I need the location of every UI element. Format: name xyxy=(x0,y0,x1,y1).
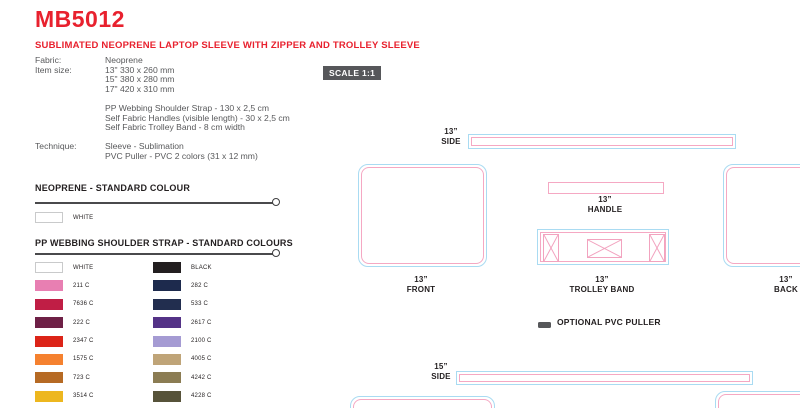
drawing-side-strip-13 xyxy=(468,134,736,149)
pvc-puller-icon xyxy=(538,322,551,328)
scale-badge: SCALE 1:1 xyxy=(323,66,382,80)
color-swatch xyxy=(153,353,181,365)
drawing-back-panel-13 xyxy=(723,164,800,267)
label-front-13: 13” FRONT xyxy=(406,275,436,294)
color-swatch xyxy=(153,335,181,347)
swatch-label: 2617 C xyxy=(191,319,212,326)
label-side-15: 15” SIDE xyxy=(431,362,451,381)
drawing-side-strip-15 xyxy=(456,371,753,385)
swatch-row: 723 C 4242 C xyxy=(35,372,271,384)
label-trolley-band-13: 13” TROLLEY BAND xyxy=(569,275,635,294)
product-code-title: MB5012 xyxy=(35,6,125,32)
swatch-label: 2347 C xyxy=(73,338,94,345)
swatch-label: 211 C xyxy=(73,282,90,289)
color-swatch xyxy=(35,280,63,292)
color-swatch xyxy=(35,372,63,384)
color-swatch xyxy=(35,335,63,347)
spec-row-itemsize: Item size: 13" 330 x 260 mm xyxy=(35,64,335,76)
section-rule xyxy=(35,253,273,255)
spec-label: Fabric: xyxy=(35,55,62,65)
product-description: SUBLIMATED NEOPRENE LAPTOP SLEEVE WITH Z… xyxy=(35,40,420,51)
swatch-row: 222 C 2617 C xyxy=(35,317,271,329)
color-swatch xyxy=(153,317,181,329)
swatch-label: 7636 C xyxy=(73,301,94,308)
label-back-13: 13” BACK xyxy=(774,275,798,294)
color-swatch xyxy=(35,390,63,402)
swatch-row: 3514 C 4228 C xyxy=(35,390,271,402)
spec-row: PP Webbing Shoulder Strap - 130 x 2,5 cm xyxy=(105,102,270,113)
swatch-label: 723 C xyxy=(73,374,91,381)
swatch-label: WHITE xyxy=(73,264,94,271)
swatch-label: 282 C xyxy=(191,282,209,289)
label-handle-13: 13” HANDLE xyxy=(587,195,623,214)
spec-table: Fabric: Neoprene Item size: 13" 330 x 260 … xyxy=(35,55,335,162)
pvc-puller-note: OPTIONAL PVC PULLER xyxy=(557,317,661,327)
stitch-box-right xyxy=(649,234,665,262)
color-swatch xyxy=(153,280,181,292)
color-swatch xyxy=(153,390,181,402)
swatch-label: 533 C xyxy=(191,301,209,308)
spec-row: PVC Puller - PVC 2 colors (31 x 12 mm) xyxy=(105,150,258,161)
swatch-row: 7636 C 533 C xyxy=(35,298,271,310)
strap-section-title: PP WEBBING SHOULDER STRAP - STANDARD COL… xyxy=(35,238,293,248)
spec-row: 15" 380 x 280 mm xyxy=(105,74,175,85)
section-rule xyxy=(35,202,273,204)
color-swatch xyxy=(35,317,63,329)
swatch-row: 211 C 282 C xyxy=(35,280,271,292)
drawing-front-panel-13 xyxy=(358,164,487,267)
drawing-front-panel-15-partial xyxy=(350,396,495,408)
swatch-label: BLACK xyxy=(191,264,212,271)
swatch-label: 4228 C xyxy=(191,393,212,400)
rule-end-dot xyxy=(272,198,280,206)
spec-row-spacer xyxy=(35,133,335,143)
spec-row: Self Fabric Trolley Band - 8 cm width xyxy=(105,122,245,133)
spec-row-technique: Technique: Sleeve - Sublimation xyxy=(35,141,184,152)
color-swatch xyxy=(153,372,181,384)
drawing-back-panel-15-partial xyxy=(715,391,800,408)
color-swatch xyxy=(35,298,63,310)
swatch-row: WHITE BLACK xyxy=(35,262,271,273)
spec-value: 13" 330 x 260 mm xyxy=(105,64,175,75)
spec-row: Self Fabric Handles (visible length) - 3… xyxy=(105,112,290,123)
label-side-13: 13” SIDE xyxy=(441,127,461,146)
swatch-row: 1575 C 4005 C xyxy=(35,353,271,365)
color-swatch-white xyxy=(35,212,63,223)
neoprene-swatch-row: WHITE xyxy=(35,212,93,223)
swatch-label: 4242 C xyxy=(191,374,212,381)
swatch-label: 3514 C xyxy=(73,393,94,400)
swatch-label: 2100 C xyxy=(191,338,212,345)
swatch-label: 1575 C xyxy=(73,356,94,363)
color-swatch xyxy=(35,262,63,273)
color-swatch xyxy=(153,262,181,273)
drawing-trolley-band-13 xyxy=(537,229,669,265)
swatch-label: 4005 C xyxy=(191,356,212,363)
stitch-box-left xyxy=(543,234,559,262)
spec-row-fabric: Fabric: Neoprene xyxy=(35,55,335,66)
stitch-box-center xyxy=(587,239,622,258)
color-swatch xyxy=(153,298,181,310)
swatch-label: 222 C xyxy=(73,319,91,326)
color-swatch xyxy=(35,353,63,365)
neoprene-section-title: NEOPRENE - STANDARD COLOUR xyxy=(35,183,191,193)
spec-label: Item size: xyxy=(35,64,72,75)
swatch-label: WHITE xyxy=(73,214,94,221)
spec-row: 17" 420 x 310 mm xyxy=(105,83,175,94)
strap-color-grid: WHITE BLACK 211 C 282 C 7636 C 533 C 222… xyxy=(35,262,271,402)
spec-value: Neoprene xyxy=(105,55,143,65)
rule-end-dot xyxy=(272,249,280,257)
drawing-handle-strip-13 xyxy=(548,182,664,194)
swatch-row: 2347 C 2100 C xyxy=(35,335,271,347)
